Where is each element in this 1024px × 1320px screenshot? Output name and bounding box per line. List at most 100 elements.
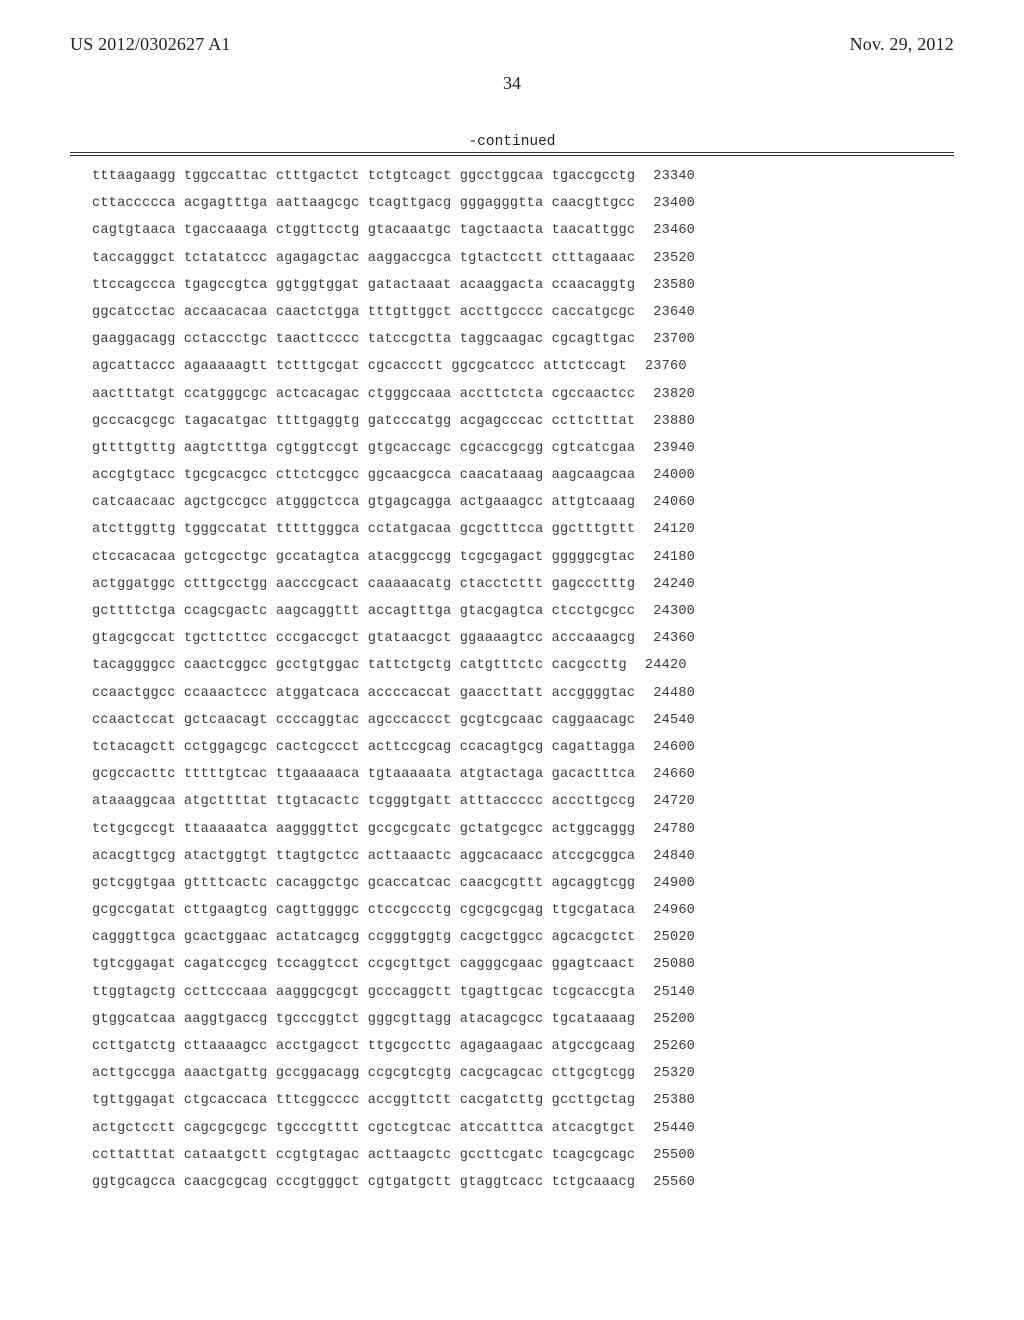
sequence-groups: ataaaggcaa atgcttttat ttgtacactc tcgggtg… [92, 795, 635, 809]
sequence-position: 24180 [653, 551, 695, 565]
sequence-position: 23340 [653, 170, 695, 184]
sequence-position: 23580 [653, 279, 695, 293]
sequence-row: gcccacgcgc tagacatgac ttttgaggtg gatccca… [92, 415, 954, 429]
sequence-row: ccaactggcc ccaaactccc atggatcaca accccac… [92, 687, 954, 701]
sequence-row: gcgccacttc tttttgtcac ttgaaaaaca tgtaaaa… [92, 768, 954, 782]
sequence-position: 24600 [653, 741, 695, 755]
sequence-row: tttaagaagg tggccattac ctttgactct tctgtca… [92, 170, 954, 184]
sequence-groups: tttaagaagg tggccattac ctttgactct tctgtca… [92, 170, 635, 184]
sequence-position: 25500 [653, 1149, 695, 1163]
sequence-groups: ggtgcagcca caacgcgcag cccgtgggct cgtgatg… [92, 1176, 635, 1190]
sequence-groups: gtggcatcaa aaggtgaccg tgcccggtct gggcgtt… [92, 1013, 635, 1027]
continued-section: -continued tttaagaagg tggccattac ctttgac… [70, 134, 954, 1190]
sequence-groups: ttggtagctg ccttcccaaa aagggcgcgt gcccagg… [92, 986, 635, 1000]
sequence-position: 23700 [653, 333, 695, 347]
sequence-row: tctacagctt cctggagcgc cactcgccct acttccg… [92, 741, 954, 755]
sequence-groups: acacgttgcg atactggtgt ttagtgctcc acttaaa… [92, 850, 635, 864]
sequence-groups: ccaactggcc ccaaactccc atggatcaca accccac… [92, 687, 635, 701]
sequence-row: ggtgcagcca caacgcgcag cccgtgggct cgtgatg… [92, 1176, 954, 1190]
divider-mid [70, 155, 954, 156]
sequence-groups: tgtcggagat cagatccgcg tccaggtcct ccgcgtt… [92, 958, 635, 972]
sequence-row: tctgcgccgt ttaaaaatca aaggggttct gccgcgc… [92, 823, 954, 837]
sequence-groups: gcccacgcgc tagacatgac ttttgaggtg gatccca… [92, 415, 635, 429]
sequence-row: ccttatttat cataatgctt ccgtgtagac acttaag… [92, 1149, 954, 1163]
sequence-groups: ccttgatctg cttaaaagcc acctgagcct ttgcgcc… [92, 1040, 635, 1054]
sequence-position: 25440 [653, 1122, 695, 1136]
sequence-row: catcaacaac agctgccgcc atgggctcca gtgagca… [92, 496, 954, 510]
continued-label: -continued [70, 134, 954, 150]
sequence-row: actgctcctt cagcgcgcgc tgcccgtttt cgctcgt… [92, 1122, 954, 1136]
sequence-groups: ctccacacaa gctcgcctgc gccatagtca atacggc… [92, 551, 635, 565]
sequence-groups: gttttgtttg aagtctttga cgtggtccgt gtgcacc… [92, 442, 635, 456]
sequence-position: 23400 [653, 197, 695, 211]
sequence-position: 24480 [653, 687, 695, 701]
sequence-groups: acttgccgga aaactgattg gccggacagg ccgcgtc… [92, 1067, 635, 1081]
sequence-groups: ggcatcctac accaacacaa caactctgga tttgttg… [92, 306, 635, 320]
sequence-row: accgtgtacc tgcgcacgcc cttctcggcc ggcaacg… [92, 469, 954, 483]
sequence-position: 23880 [653, 415, 695, 429]
sequence-groups: atcttggttg tgggccatat tttttgggca cctatga… [92, 523, 635, 537]
sequence-row: acttgccgga aaactgattg gccggacagg ccgcgtc… [92, 1067, 954, 1081]
sequence-row: ctccacacaa gctcgcctgc gccatagtca atacggc… [92, 551, 954, 565]
sequence-row: gtagcgccat tgcttcttcc cccgaccgct gtataac… [92, 632, 954, 646]
sequence-position: 24780 [653, 823, 695, 837]
sequence-row: ataaaggcaa atgcttttat ttgtacactc tcgggtg… [92, 795, 954, 809]
sequence-position: 24360 [653, 632, 695, 646]
sequence-position: 24540 [653, 714, 695, 728]
sequence-position: 25200 [653, 1013, 695, 1027]
sequence-row: gtggcatcaa aaggtgaccg tgcccggtct gggcgtt… [92, 1013, 954, 1027]
sequence-groups: ccttatttat cataatgctt ccgtgtagac acttaag… [92, 1149, 635, 1163]
page-number: 34 [70, 73, 954, 94]
sequence-position: 25080 [653, 958, 695, 972]
sequence-position: 23520 [653, 252, 695, 266]
sequence-groups: actgctcctt cagcgcgcgc tgcccgtttt cgctcgt… [92, 1122, 635, 1136]
sequence-groups: cttaccccca acgagtttga aattaagcgc tcagttg… [92, 197, 635, 211]
sequence-row: acacgttgcg atactggtgt ttagtgctcc acttaaa… [92, 850, 954, 864]
sequence-groups: gctcggtgaa gttttcactc cacaggctgc gcaccat… [92, 877, 635, 891]
sequence-groups: agcattaccc agaaaaagtt tctttgcgat cgcaccc… [92, 360, 627, 374]
sequence-position: 25560 [653, 1176, 695, 1190]
sequence-position: 24720 [653, 795, 695, 809]
sequence-groups: actggatggc ctttgcctgg aacccgcact caaaaac… [92, 578, 635, 592]
sequence-position: 24420 [645, 659, 687, 673]
sequence-row: taccagggct tctatatccc agagagctac aaggacc… [92, 252, 954, 266]
sequence-position: 25260 [653, 1040, 695, 1054]
sequence-position: 25320 [653, 1067, 695, 1081]
sequence-groups: gcgccacttc tttttgtcac ttgaaaaaca tgtaaaa… [92, 768, 635, 782]
sequence-groups: ccaactccat gctcaacagt ccccaggtac agcccac… [92, 714, 635, 728]
sequence-groups: tgttggagat ctgcaccaca tttcggcccc accggtt… [92, 1094, 635, 1108]
sequence-row: tgttggagat ctgcaccaca tttcggcccc accggtt… [92, 1094, 954, 1108]
sequence-groups: tctacagctt cctggagcgc cactcgccct acttccg… [92, 741, 635, 755]
sequence-position: 24000 [653, 469, 695, 483]
sequence-groups: cagggttgca gcactggaac actatcagcg ccgggtg… [92, 931, 635, 945]
sequence-position: 23640 [653, 306, 695, 320]
divider-top [70, 152, 954, 153]
sequence-row: ggcatcctac accaacacaa caactctgga tttgttg… [92, 306, 954, 320]
sequence-position: 24900 [653, 877, 695, 891]
sequence-row: gaaggacagg cctaccctgc taacttcccc tatccgc… [92, 333, 954, 347]
sequence-row: ttccagccca tgagccgtca ggtggtggat gatacta… [92, 279, 954, 293]
sequence-row: atcttggttg tgggccatat tttttgggca cctatga… [92, 523, 954, 537]
publication-date: Nov. 29, 2012 [850, 34, 954, 55]
sequence-row: gctcggtgaa gttttcactc cacaggctgc gcaccat… [92, 877, 954, 891]
sequence-groups: gaaggacagg cctaccctgc taacttcccc tatccgc… [92, 333, 635, 347]
sequence-row: tgtcggagat cagatccgcg tccaggtcct ccgcgtt… [92, 958, 954, 972]
sequence-groups: aactttatgt ccatgggcgc actcacagac ctgggcc… [92, 388, 635, 402]
sequence-position: 23760 [645, 360, 687, 374]
sequence-row: ccaactccat gctcaacagt ccccaggtac agcccac… [92, 714, 954, 728]
sequence-row: ccttgatctg cttaaaagcc acctgagcct ttgcgcc… [92, 1040, 954, 1054]
sequence-position: 24300 [653, 605, 695, 619]
sequence-position: 24060 [653, 496, 695, 510]
sequence-position: 23820 [653, 388, 695, 402]
sequence-position: 24660 [653, 768, 695, 782]
sequence-block: tttaagaagg tggccattac ctttgactct tctgtca… [70, 170, 954, 1190]
sequence-groups: catcaacaac agctgccgcc atgggctcca gtgagca… [92, 496, 635, 510]
sequence-groups: accgtgtacc tgcgcacgcc cttctcggcc ggcaacg… [92, 469, 635, 483]
sequence-row: gcttttctga ccagcgactc aagcaggttt accagtt… [92, 605, 954, 619]
sequence-position: 24840 [653, 850, 695, 864]
sequence-position: 25020 [653, 931, 695, 945]
sequence-row: actggatggc ctttgcctgg aacccgcact caaaaac… [92, 578, 954, 592]
page-root: US 2012/0302627 A1 Nov. 29, 2012 34 -con… [0, 0, 1024, 1320]
sequence-row: cttaccccca acgagtttga aattaagcgc tcagttg… [92, 197, 954, 211]
sequence-groups: taccagggct tctatatccc agagagctac aaggacc… [92, 252, 635, 266]
